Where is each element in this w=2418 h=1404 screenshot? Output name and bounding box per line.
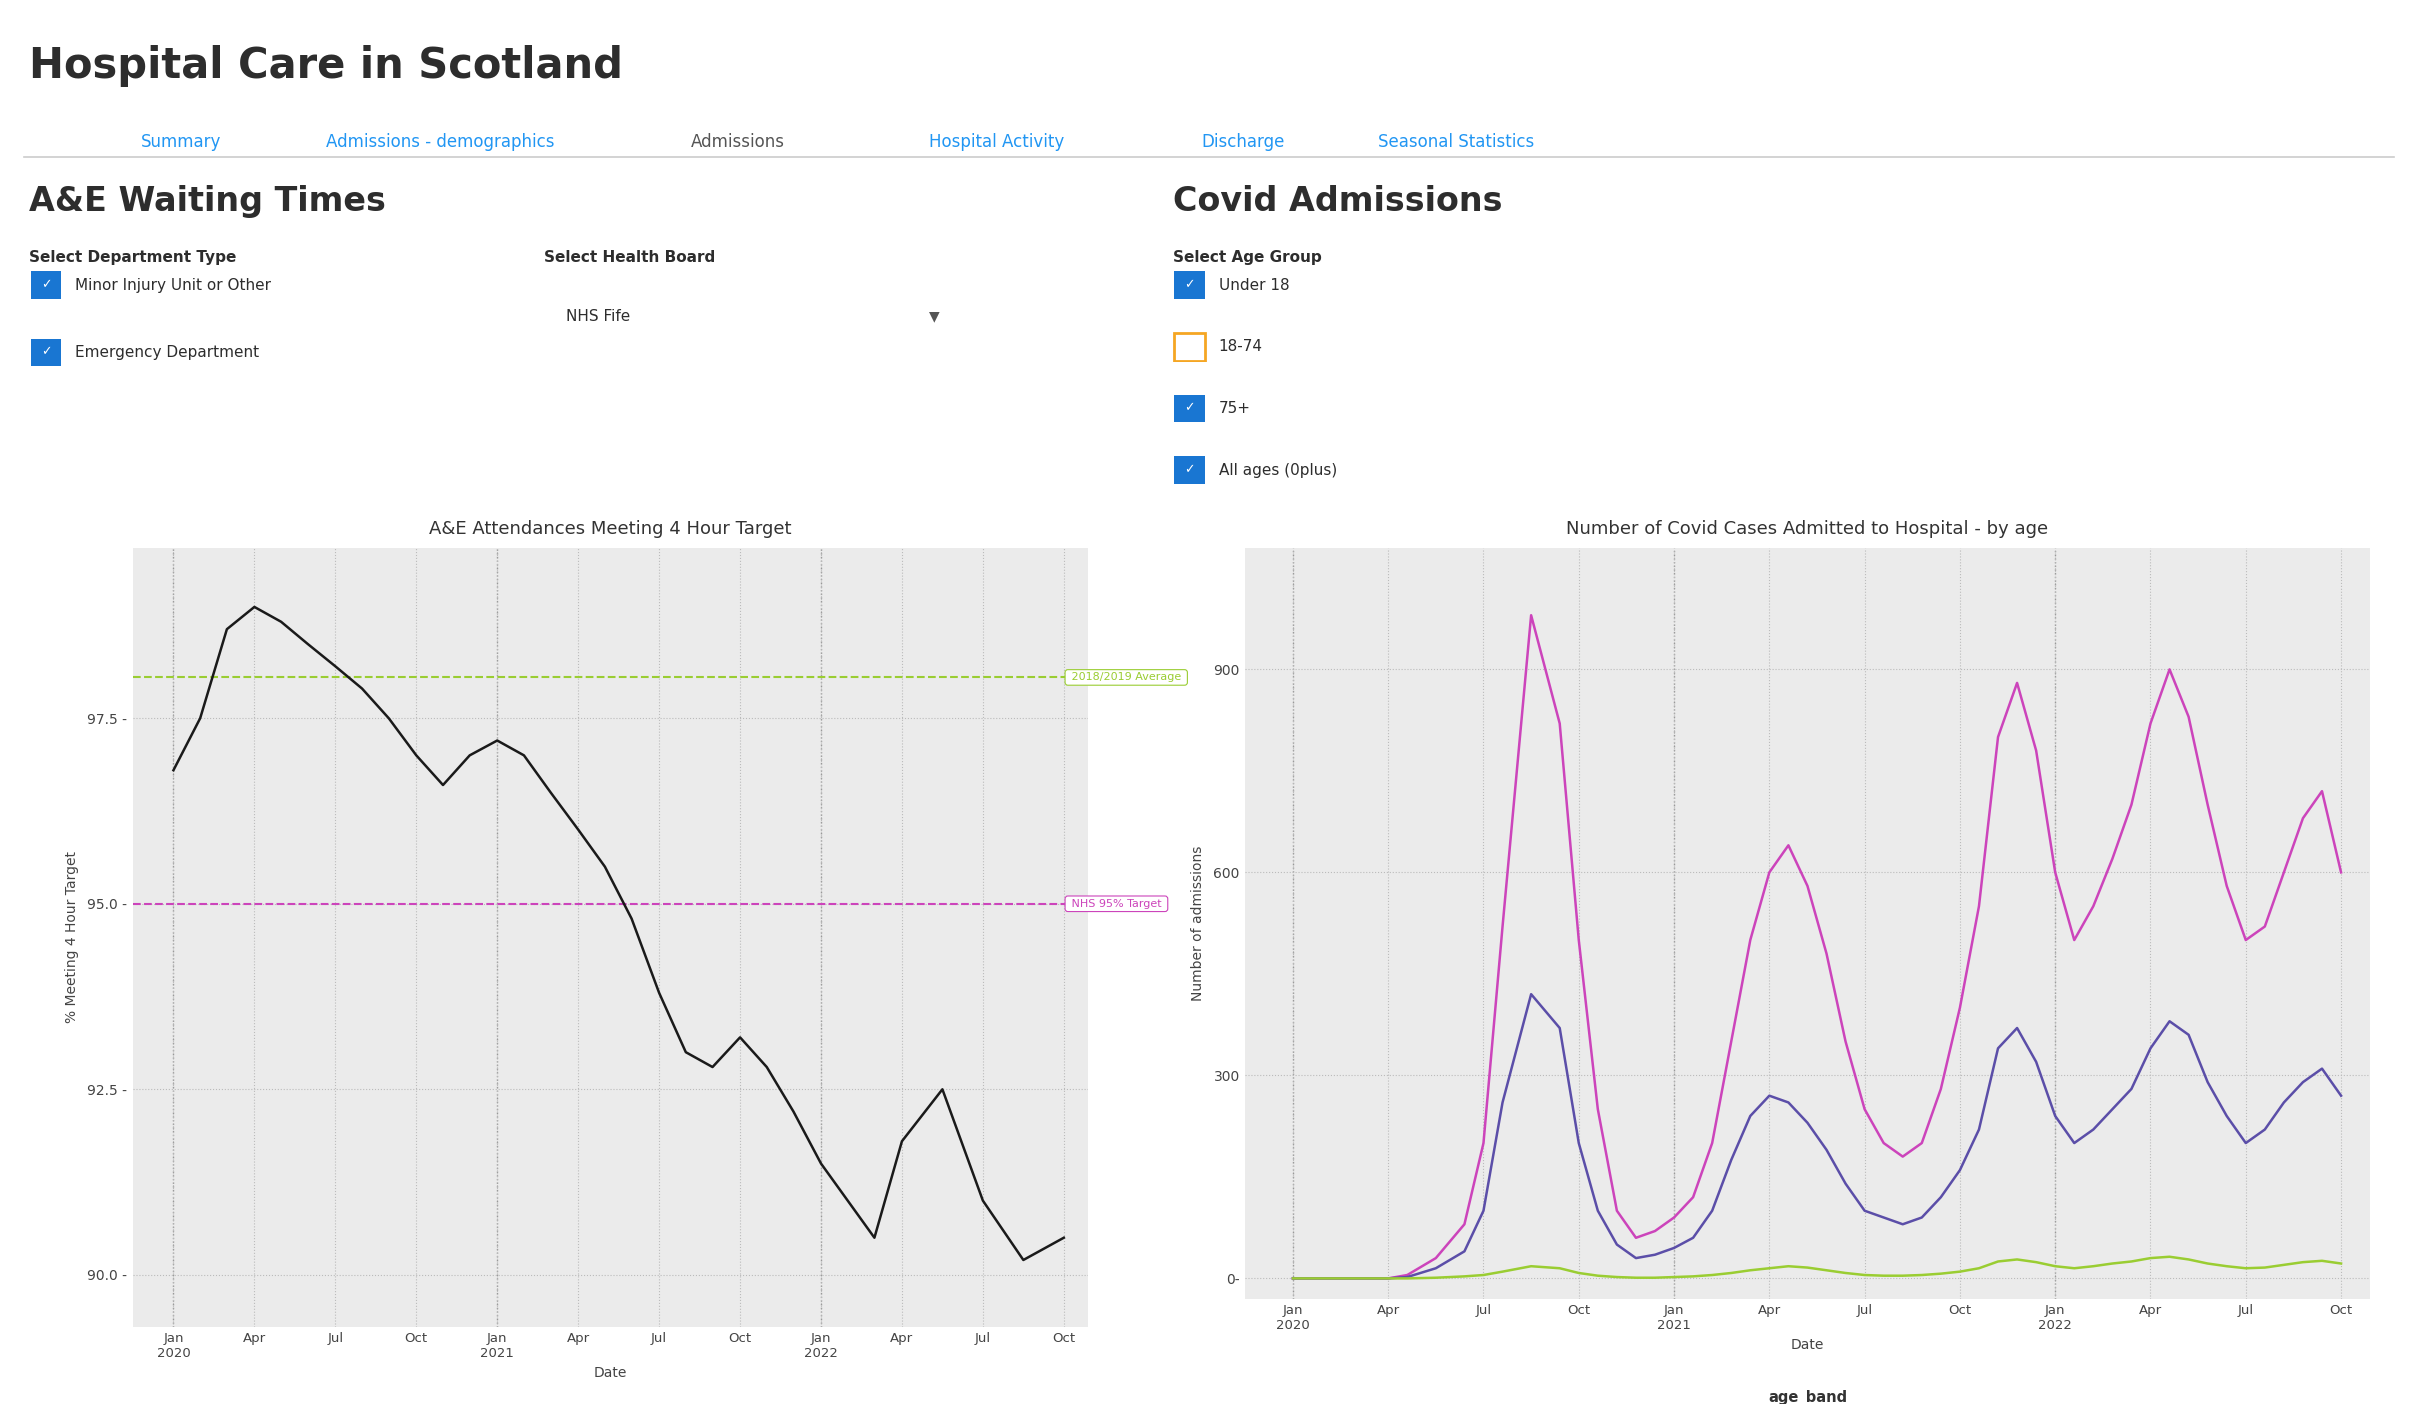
Text: Select Age Group: Select Age Group — [1173, 250, 1323, 265]
Text: Seasonal Statistics: Seasonal Statistics — [1378, 133, 1533, 150]
FancyBboxPatch shape — [520, 284, 977, 350]
Text: ✓: ✓ — [41, 278, 51, 291]
FancyBboxPatch shape — [614, 101, 873, 177]
Text: Summary: Summary — [140, 133, 222, 150]
Text: NHS Fife: NHS Fife — [566, 309, 631, 324]
Text: 75+: 75+ — [1219, 402, 1250, 416]
Text: ✓: ✓ — [41, 345, 51, 358]
Text: ✓: ✓ — [1185, 278, 1194, 291]
Text: Hospital Activity: Hospital Activity — [929, 133, 1064, 150]
Text: Select Health Board: Select Health Board — [544, 250, 716, 265]
Legend: 75+, All ages (0plus), Under 18: 75+, All ages (0plus), Under 18 — [1601, 1384, 2014, 1404]
Text: Minor Injury Unit or Other: Minor Injury Unit or Other — [75, 278, 271, 292]
X-axis label: Date: Date — [1792, 1338, 1823, 1352]
Text: Emergency Department: Emergency Department — [75, 345, 259, 359]
X-axis label: Date: Date — [595, 1366, 626, 1380]
Text: Admissions - demographics: Admissions - demographics — [326, 133, 554, 150]
Title: Number of Covid Cases Admitted to Hospital - by age: Number of Covid Cases Admitted to Hospit… — [1567, 519, 2048, 538]
Text: ✓: ✓ — [1185, 463, 1194, 476]
Text: Hospital Care in Scotland: Hospital Care in Scotland — [29, 45, 624, 87]
Text: ▼: ▼ — [929, 310, 941, 323]
Text: Select Department Type: Select Department Type — [29, 250, 237, 265]
Text: 18-74: 18-74 — [1219, 340, 1262, 354]
Text: NHS 95% Target: NHS 95% Target — [1069, 899, 1165, 908]
Text: Discharge: Discharge — [1202, 133, 1284, 150]
Text: 2018/2019 Average: 2018/2019 Average — [1069, 673, 1185, 682]
Text: Under 18: Under 18 — [1219, 278, 1289, 292]
Text: All ages (0plus): All ages (0plus) — [1219, 463, 1337, 477]
Text: Covid Admissions: Covid Admissions — [1173, 185, 1502, 219]
Y-axis label: Number of admissions: Number of admissions — [1192, 845, 1204, 1001]
Text: ✓: ✓ — [1185, 402, 1194, 414]
Text: Admissions: Admissions — [692, 133, 783, 150]
Title: A&E Attendances Meeting 4 Hour Target: A&E Attendances Meeting 4 Hour Target — [430, 519, 791, 538]
Y-axis label: % Meeting 4 Hour Target: % Meeting 4 Hour Target — [65, 851, 80, 1024]
Text: A&E Waiting Times: A&E Waiting Times — [29, 185, 387, 219]
